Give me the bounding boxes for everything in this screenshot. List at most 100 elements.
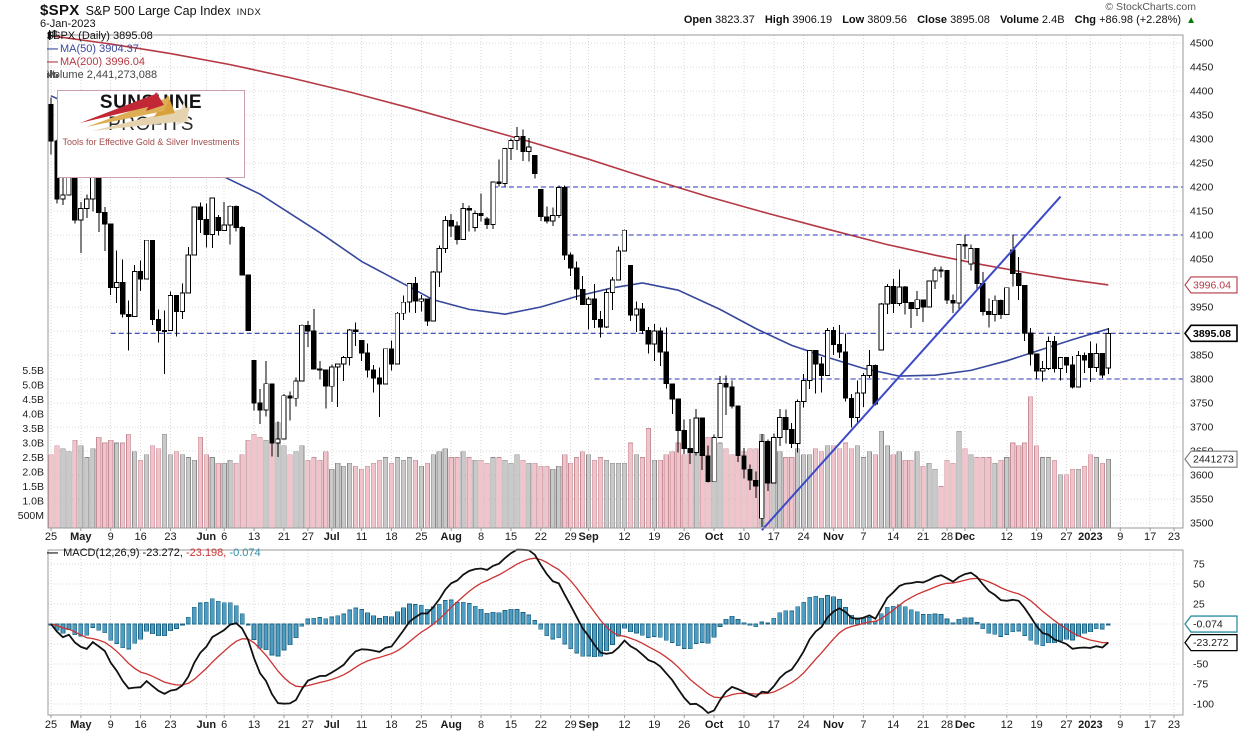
- svg-text:25: 25: [1193, 599, 1205, 611]
- svg-text:18: 18: [385, 531, 397, 543]
- svg-text:4100: 4100: [1190, 230, 1214, 242]
- svg-text:3950: 3950: [1190, 302, 1214, 314]
- svg-text:4400: 4400: [1190, 86, 1214, 98]
- svg-text:5.5B: 5.5B: [22, 365, 44, 377]
- low-label: Low: [842, 14, 865, 26]
- legend-volume-text: Volume 2,441,273,088: [47, 69, 158, 81]
- svg-text:3895.08: 3895.08: [1193, 328, 1231, 340]
- macd-value-hist: -0.074: [229, 547, 261, 559]
- svg-text:Sep: Sep: [579, 719, 599, 731]
- svg-text:26: 26: [678, 531, 690, 543]
- volume-value: 2.4B: [1041, 14, 1065, 26]
- svg-text:14: 14: [887, 531, 899, 543]
- candlestick-icon: [48, 30, 57, 40]
- svg-text:24: 24: [798, 719, 810, 731]
- svg-text:6: 6: [221, 531, 227, 543]
- svg-text:23: 23: [1168, 719, 1180, 731]
- copyright: © StockCharts.com: [1105, 1, 1196, 13]
- svg-text:25: 25: [45, 531, 57, 543]
- svg-text:2441273: 2441273: [1193, 454, 1234, 466]
- svg-text:2.0B: 2.0B: [22, 467, 44, 479]
- svg-text:27: 27: [302, 531, 314, 543]
- svg-text:-100: -100: [1193, 699, 1214, 711]
- svg-text:3.5B: 3.5B: [22, 423, 44, 435]
- svg-text:27: 27: [302, 719, 314, 731]
- svg-text:24: 24: [798, 531, 810, 543]
- svg-text:Oct: Oct: [705, 531, 724, 543]
- svg-text:27: 27: [1060, 531, 1072, 543]
- svg-text:4250: 4250: [1190, 158, 1214, 170]
- svg-text:15: 15: [505, 719, 517, 731]
- svg-text:May: May: [70, 531, 92, 543]
- svg-text:13: 13: [248, 719, 260, 731]
- svg-text:Dec: Dec: [955, 719, 975, 731]
- change-up-icon: ▲: [1186, 15, 1196, 26]
- svg-text:4300: 4300: [1190, 134, 1214, 146]
- svg-text:4.5B: 4.5B: [22, 394, 44, 406]
- svg-text:22: 22: [535, 531, 547, 543]
- svg-text:26: 26: [678, 719, 690, 731]
- svg-text:Jun: Jun: [197, 719, 217, 731]
- svg-text:Jul: Jul: [324, 531, 340, 543]
- ma200-swatch: —: [47, 56, 58, 68]
- ma50-line: [50, 95, 1109, 377]
- svg-text:1.0B: 1.0B: [22, 496, 44, 508]
- svg-text:12: 12: [1001, 531, 1013, 543]
- chg-value: +86.98 (+2.28%): [1099, 14, 1182, 26]
- svg-text:17: 17: [1144, 531, 1156, 543]
- svg-text:9: 9: [1117, 719, 1123, 731]
- low-value: 3809.56: [867, 14, 908, 26]
- svg-text:28: 28: [941, 719, 953, 731]
- svg-text:14: 14: [887, 719, 899, 731]
- open-value: 3823.37: [715, 14, 755, 26]
- svg-text:5.0B: 5.0B: [22, 380, 44, 392]
- svg-text:19: 19: [648, 531, 660, 543]
- svg-text:3800: 3800: [1190, 374, 1214, 386]
- trendline: [761, 195, 1062, 531]
- svg-text:Dec: Dec: [955, 531, 975, 543]
- svg-text:10: 10: [738, 531, 750, 543]
- candles: [48, 97, 1111, 527]
- chart-date: 6-Jan-2023: [40, 18, 96, 30]
- svg-text:75: 75: [1193, 559, 1205, 571]
- svg-text:11: 11: [356, 531, 367, 543]
- axis-value-box: 2441273: [1184, 450, 1238, 468]
- svg-text:11: 11: [356, 719, 367, 731]
- macd-grid: [48, 550, 1183, 715]
- price-legend: $SPX (Daily) 3895.08 — MA(50) 3904.37 — MA…: [47, 30, 157, 82]
- svg-text:4450: 4450: [1190, 62, 1214, 74]
- svg-text:50: 50: [1193, 579, 1205, 591]
- svg-text:18: 18: [385, 719, 397, 731]
- legend-symbol-row: $SPX (Daily) 3895.08: [47, 30, 157, 43]
- svg-text:Oct: Oct: [705, 719, 724, 731]
- svg-text:15: 15: [505, 531, 517, 543]
- legend-ma50-text: MA(50) 3904.37: [60, 43, 139, 55]
- svg-text:Nov: Nov: [823, 719, 845, 731]
- svg-text:3850: 3850: [1190, 350, 1214, 362]
- svg-text:17: 17: [768, 719, 780, 731]
- svg-text:13: 13: [248, 531, 260, 543]
- svg-text:16: 16: [134, 531, 146, 543]
- signal-line: [50, 557, 1109, 699]
- svg-text:2023: 2023: [1078, 531, 1102, 543]
- svg-text:25: 25: [45, 719, 57, 731]
- svg-text:19: 19: [1031, 719, 1043, 731]
- svg-text:3600: 3600: [1190, 470, 1214, 482]
- svg-text:9: 9: [1117, 531, 1123, 543]
- logo-tagline: Tools for Effective Gold & Silver Invest…: [62, 137, 240, 147]
- svg-text:10: 10: [738, 719, 750, 731]
- svg-text:-23.272: -23.272: [1193, 637, 1229, 649]
- svg-text:21: 21: [917, 531, 929, 543]
- svg-text:21: 21: [278, 719, 290, 731]
- svg-text:22: 22: [535, 719, 547, 731]
- legend-ma200-row: — MA(200) 3996.04: [47, 56, 157, 69]
- svg-text:17: 17: [1144, 719, 1156, 731]
- svg-text:12: 12: [1001, 719, 1013, 731]
- macd-chart: 7550250-25-50-75-10025May91623Jun6132127…: [45, 548, 1238, 731]
- legend-symbol-text: $SPX (Daily) 3895.08: [47, 30, 153, 42]
- svg-text:17: 17: [768, 531, 780, 543]
- svg-text:4050: 4050: [1190, 254, 1214, 266]
- svg-text:7: 7: [860, 719, 866, 731]
- svg-text:12: 12: [618, 531, 630, 543]
- legend-ma200-text: MA(200) 3996.04: [60, 56, 145, 68]
